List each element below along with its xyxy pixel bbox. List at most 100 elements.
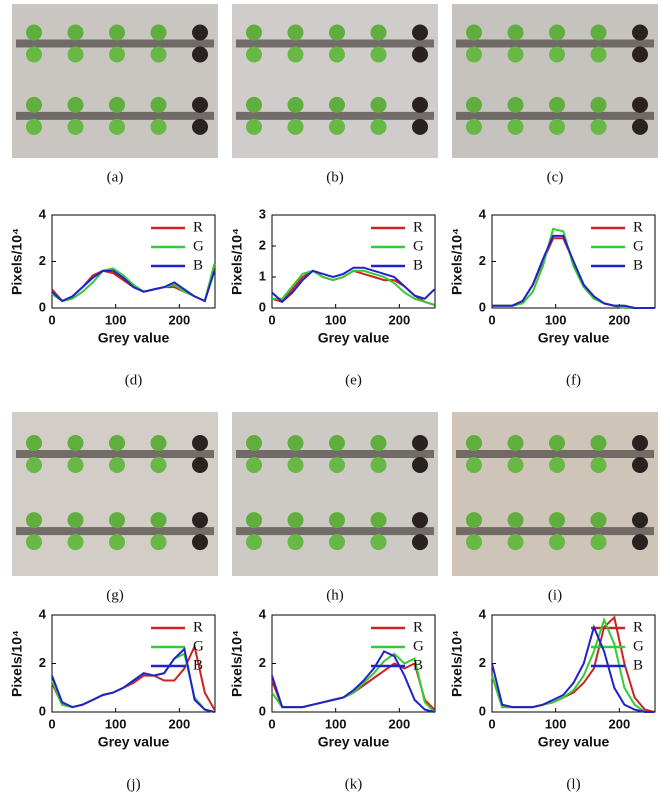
bench	[236, 111, 434, 120]
plant	[150, 512, 167, 529]
y-tick-label: 0	[479, 299, 486, 314]
plant	[590, 24, 607, 41]
y-tick-label: 2	[479, 253, 486, 268]
plant	[466, 96, 482, 113]
y-tick-label: 4	[479, 606, 487, 621]
plant	[192, 435, 208, 451]
plant	[632, 534, 648, 551]
legend-label: G	[193, 238, 204, 254]
legend-label: B	[193, 257, 203, 273]
plant	[549, 118, 565, 135]
plant	[632, 457, 648, 473]
y-tick-label: 2	[259, 237, 266, 252]
plant	[370, 24, 387, 41]
bench	[16, 111, 214, 120]
plant	[466, 534, 482, 551]
plant	[287, 534, 304, 551]
y-tick-label: 4	[259, 606, 267, 621]
series-line	[271, 266, 436, 304]
y-tick-label: 0	[259, 703, 266, 718]
bench	[456, 450, 654, 458]
y-axis-label: Pixels/10⁴	[9, 630, 25, 697]
plant	[466, 46, 482, 63]
x-tick-label: 0	[48, 716, 55, 731]
legend-label: R	[413, 219, 423, 235]
photo	[232, 4, 438, 158]
plant	[370, 96, 387, 113]
x-tick-label: 100	[105, 716, 127, 731]
panel-caption: (c)	[547, 169, 564, 185]
plant	[150, 96, 167, 113]
plot-frame	[271, 614, 436, 713]
plant	[329, 46, 345, 63]
plant	[287, 118, 304, 135]
plant	[370, 457, 387, 473]
plant	[26, 24, 42, 41]
plant	[109, 457, 125, 473]
x-axis-label: Grey value	[538, 330, 610, 346]
plant	[412, 435, 428, 451]
panel-caption: (h)	[326, 587, 344, 603]
plant	[109, 435, 125, 451]
series-line	[491, 624, 655, 713]
plant	[26, 46, 42, 63]
plant	[287, 512, 304, 529]
plant	[632, 512, 648, 529]
plant	[67, 96, 84, 113]
plant	[549, 96, 565, 113]
plant	[246, 118, 262, 135]
plant	[192, 96, 208, 113]
plant	[412, 457, 428, 473]
plant	[192, 118, 208, 135]
bench	[16, 527, 214, 536]
plant	[246, 534, 262, 551]
panel-caption: (g)	[106, 587, 124, 603]
y-tick-label: 4	[479, 206, 487, 221]
plant	[67, 435, 84, 451]
y-axis-label: Pixels/10⁴	[229, 630, 245, 697]
plant	[67, 512, 84, 529]
legend-label: B	[633, 257, 643, 273]
x-tick-label: 0	[48, 312, 55, 327]
plant	[466, 457, 482, 473]
x-tick-label: 200	[168, 716, 190, 731]
y-tick-label: 1	[259, 268, 266, 283]
plant	[26, 512, 42, 529]
bench	[16, 39, 214, 48]
y-tick-label: 3	[259, 206, 266, 221]
plant	[412, 118, 428, 135]
plant	[507, 512, 524, 529]
y-axis-label: Pixels/10⁴	[449, 228, 465, 295]
plant	[590, 46, 607, 63]
panel-caption: (l)	[566, 776, 580, 792]
series-line	[491, 617, 655, 713]
legend-label: R	[413, 619, 423, 635]
plant	[150, 118, 167, 135]
series-line	[492, 234, 655, 309]
bench	[236, 450, 434, 458]
panel-caption: (e)	[345, 372, 362, 388]
x-tick-label: 200	[388, 312, 410, 327]
plant	[287, 24, 304, 41]
panel-caption: (b)	[326, 169, 344, 185]
plant	[412, 24, 428, 41]
legend-label: R	[633, 619, 643, 635]
x-tick-label: 100	[105, 312, 127, 327]
plot-frame	[51, 614, 216, 713]
photo	[232, 412, 438, 576]
plant	[26, 435, 42, 451]
series-line	[51, 647, 215, 713]
plant	[109, 118, 125, 135]
y-tick-label: 2	[259, 655, 266, 670]
x-tick-label: 200	[388, 716, 410, 731]
plant	[466, 24, 482, 41]
plant	[507, 24, 524, 41]
bench	[456, 39, 654, 48]
x-tick-label: 100	[325, 312, 347, 327]
plant	[329, 534, 345, 551]
y-axis-label: Pixels/10⁴	[229, 228, 245, 295]
plant	[549, 534, 565, 551]
panel-caption: (a)	[107, 169, 124, 185]
plant	[549, 24, 565, 41]
plant	[370, 534, 387, 551]
